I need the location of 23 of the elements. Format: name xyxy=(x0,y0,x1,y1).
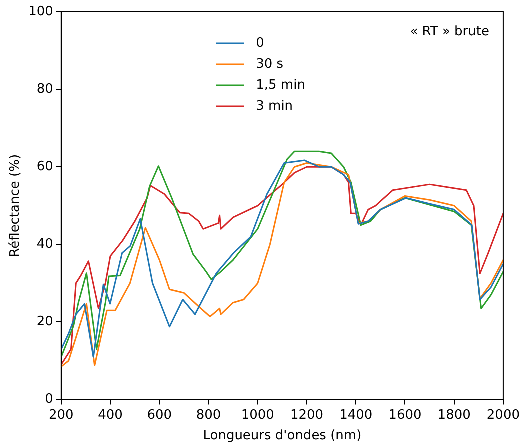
x-tick-label: 600 xyxy=(147,408,172,423)
x-tick-label: 1400 xyxy=(340,408,373,423)
x-tick-label: 1000 xyxy=(241,408,274,423)
x-tick-label: 400 xyxy=(98,408,123,423)
y-axis-title: Réflectance (%) xyxy=(8,154,24,258)
y-tick-label: 0 xyxy=(45,392,54,408)
x-tick-label: 1800 xyxy=(438,408,471,423)
x-tick-label: 1600 xyxy=(388,408,422,423)
x-tick-label: 800 xyxy=(196,408,222,423)
legend-label: 1,5 min xyxy=(256,78,306,93)
y-tick-label: 100 xyxy=(28,4,54,20)
y-tick-label: 60 xyxy=(36,159,54,174)
legend-label: 0 xyxy=(256,36,264,51)
y-tick-label: 20 xyxy=(36,314,54,330)
legend-label: 3 min xyxy=(256,98,294,114)
y-tick-label: 80 xyxy=(36,82,54,97)
annotation: « RT » brute xyxy=(410,24,490,40)
y-tick-label: 40 xyxy=(36,237,54,252)
x-tick-label: 1200 xyxy=(290,408,324,423)
x-tick-label: 200 xyxy=(49,408,74,423)
x-axis-title: Longueurs d'ondes (nm) xyxy=(203,428,362,444)
x-tick-label: 2000 xyxy=(486,408,520,423)
legend-label: 30 s xyxy=(256,56,284,72)
